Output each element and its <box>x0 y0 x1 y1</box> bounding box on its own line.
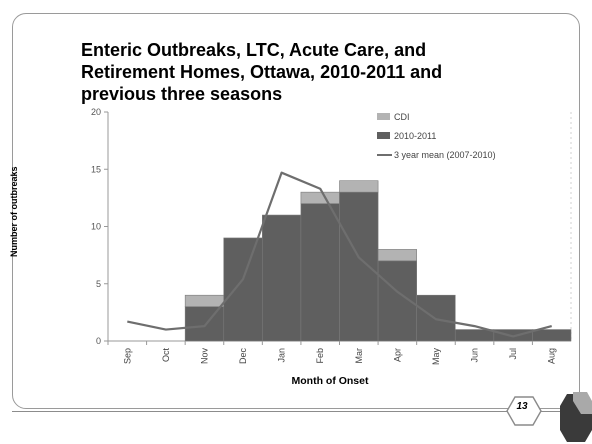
x-tick-label: Mar <box>354 348 364 364</box>
page-number-badge-icon <box>506 396 542 426</box>
legend-swatch <box>377 113 390 120</box>
y-tick-label: 0 <box>96 336 101 346</box>
slide-title-line-3: previous three seasons <box>81 84 283 104</box>
slide-frame <box>12 13 580 409</box>
y-tick-label: 10 <box>91 222 101 232</box>
x-tick-label: Jan <box>277 348 287 363</box>
bar-2010-2011 <box>300 203 340 342</box>
x-tick-label: Oct <box>161 348 171 363</box>
bar-2010-2011 <box>339 191 379 342</box>
bar-cdi <box>300 191 340 204</box>
bar-2010-2011 <box>532 329 572 342</box>
x-tick-label: May <box>431 348 441 366</box>
bar-cdi <box>339 180 379 193</box>
bar-2010-2011 <box>262 214 302 342</box>
x-axis-label: Month of Onset <box>292 375 369 387</box>
x-tick-label: Jul <box>508 348 518 360</box>
legend-swatch <box>377 132 390 139</box>
x-tick-label: Apr <box>392 348 402 362</box>
legend-label: 3 year mean (2007-2010) <box>394 150 496 160</box>
legend-label: 2010-2011 <box>394 131 436 141</box>
bar-2010-2011 <box>454 329 495 342</box>
slide-title: Enteric Outbreaks, LTC, Acute Care, and … <box>81 39 481 105</box>
hexagon-decoration-icon <box>560 392 592 442</box>
footer-divider <box>12 411 575 412</box>
bar-cdi <box>184 294 225 307</box>
x-tick-label: Sep <box>122 348 132 364</box>
slide-title-line-2: Retirement Homes, Ottawa, 2010-2011 and <box>81 62 443 82</box>
legend-label: CDI <box>394 112 410 122</box>
bar-2010-2011 <box>223 237 263 342</box>
y-tick-label: 20 <box>91 107 101 117</box>
y-tick-label: 15 <box>91 164 101 174</box>
page-number: 13 <box>516 401 528 412</box>
x-tick-label: Nov <box>199 348 209 365</box>
x-tick-label: Dec <box>238 348 248 365</box>
bar-2010-2011 <box>184 306 225 342</box>
x-tick-label: Jun <box>470 348 480 363</box>
bar-cdi <box>377 249 417 262</box>
y-tick-label: 5 <box>96 279 101 289</box>
x-tick-label: Aug <box>547 348 557 364</box>
x-tick-label: Feb <box>315 348 325 364</box>
bar-2010-2011 <box>493 329 533 342</box>
slide-title-line-1: Enteric Outbreaks, LTC, Acute Care, and <box>81 40 427 60</box>
mean-line <box>127 171 552 338</box>
